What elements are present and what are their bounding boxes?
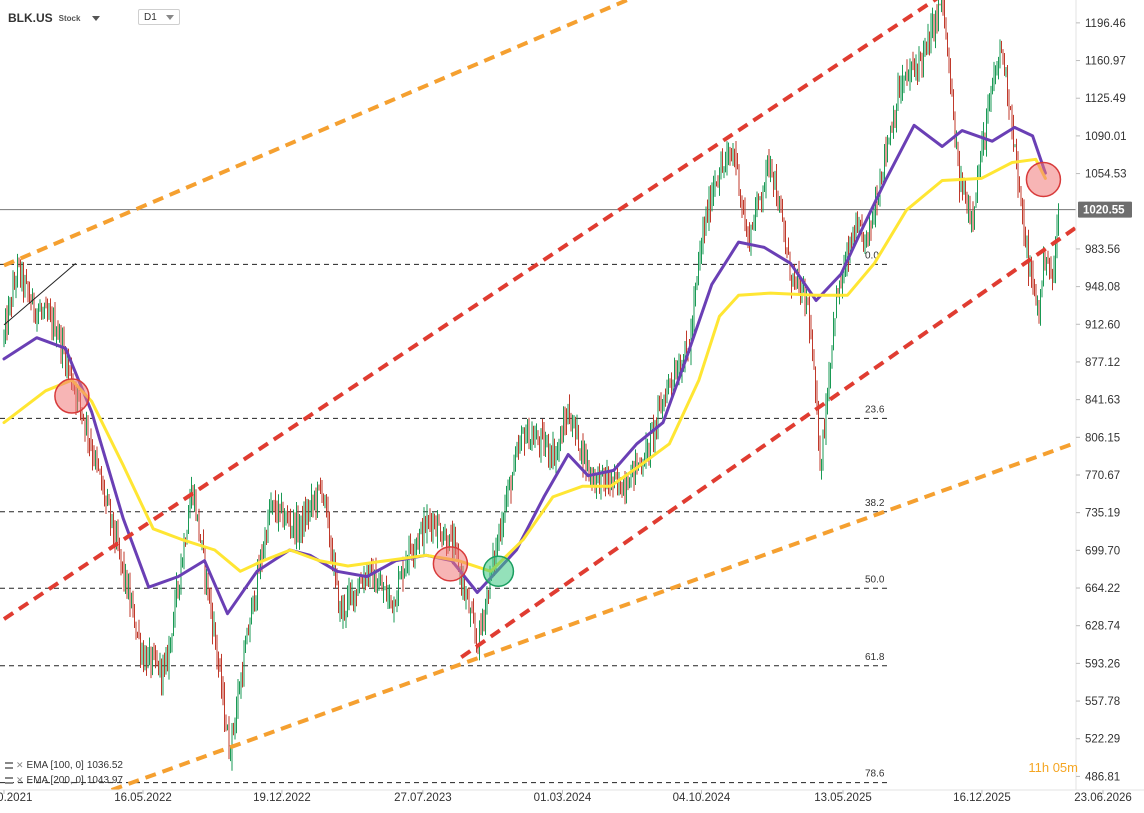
timeframe-select[interactable]: D1 xyxy=(138,9,180,25)
last-price-tag-bg xyxy=(1078,201,1132,218)
timer-minutes: 05m xyxy=(1052,760,1078,775)
fib-level-label: 78.6 xyxy=(865,769,885,780)
legend-ema-200-label: EMA [200, 0] xyxy=(26,775,84,786)
trend-channels[interactable] xyxy=(2,0,1095,790)
signal-markers xyxy=(54,161,1062,588)
symbol-dropdown-icon[interactable] xyxy=(92,15,101,21)
symbol-name: BLK.US xyxy=(8,11,53,25)
trend-line-red-upper xyxy=(2,0,939,621)
y-tick-label: 486.81 xyxy=(1085,771,1120,783)
candlestick-series xyxy=(3,0,1059,771)
timer-hours: 11h xyxy=(1028,760,1050,775)
y-tick-label: 1196.46 xyxy=(1085,18,1126,30)
chevron-down-icon xyxy=(166,14,174,20)
y-tick-label: 877.12 xyxy=(1085,357,1120,369)
y-tick-label: 770.67 xyxy=(1085,470,1120,482)
last-price-tag-label: 1020.55 xyxy=(1083,205,1125,217)
x-tick-label: 27.07.2023 xyxy=(394,792,452,804)
x-tick-label: 16.05.2022 xyxy=(114,792,172,804)
trend-line-orange-upper xyxy=(3,0,633,268)
fib-level-label: 61.8 xyxy=(865,652,885,663)
y-axis: 1196.46 1160.97 1125.49 1090.01 1054.53 983.5… xyxy=(1076,18,1127,783)
y-tick-label: 841.63 xyxy=(1085,395,1120,407)
x-tick-label: 11.10.2021 xyxy=(0,792,32,804)
timeframe-value: D1 xyxy=(144,11,157,23)
y-tick-label: 735.19 xyxy=(1085,508,1120,520)
y-tick-label: 628.74 xyxy=(1085,621,1121,633)
fib-level-label: 0.0 xyxy=(865,250,879,261)
y-tick-label: 1125.49 xyxy=(1085,93,1126,105)
fib-level-label: 23.6 xyxy=(865,404,885,415)
trend-line-orange-lower xyxy=(110,440,1076,790)
settings-icon[interactable] xyxy=(5,777,13,784)
y-tick-label: 522.29 xyxy=(1085,734,1120,746)
ema-100-line xyxy=(2,123,1047,616)
x-tick-label: 16.12.2025 xyxy=(953,792,1011,804)
trend-line-red-lower xyxy=(460,225,1076,659)
y-tick-label: 699.70 xyxy=(1085,545,1120,557)
legend-ema-200-value: 1043.97 xyxy=(86,775,123,786)
y-tick-label: 983.56 xyxy=(1085,244,1120,256)
x-tick-label: 19.12.2022 xyxy=(253,792,311,804)
fib-level-label: 50.0 xyxy=(865,574,885,585)
legend-ema-200[interactable]: ✕ EMA [200, 0] 1043.97 xyxy=(5,775,123,786)
y-tick-label: 912.60 xyxy=(1085,319,1120,331)
settings-icon[interactable] xyxy=(5,762,13,769)
x-tick-label: 13.05.2025 xyxy=(814,792,872,804)
sell-signal-marker xyxy=(1025,161,1062,198)
candle-timer: 11h 05m xyxy=(1028,760,1078,775)
y-tick-label: 593.26 xyxy=(1085,658,1120,670)
y-tick-label: 948.08 xyxy=(1085,282,1120,294)
x-tick-label: 01.03.2024 xyxy=(534,792,592,804)
y-tick-label: 664.22 xyxy=(1085,583,1120,595)
sell-signal-marker xyxy=(54,378,90,414)
y-tick-label: 1090.01 xyxy=(1085,131,1127,143)
x-axis: 11.10.2021 16.05.2022 19.12.2022 27.07.2023… xyxy=(0,790,1132,804)
y-tick-label: 1160.97 xyxy=(1085,56,1126,68)
legend-ema-100[interactable]: ✕ EMA [100, 0] 1036.52 xyxy=(5,760,123,771)
legend-ema-100-label: EMA [100, 0] xyxy=(26,760,84,771)
x-tick-label: 23.06.2026 xyxy=(1074,792,1132,804)
trend-line-thin-black xyxy=(3,262,77,326)
y-tick-label: 1054.53 xyxy=(1085,169,1127,181)
symbol-header: BLK.US Stock xyxy=(8,8,101,28)
close-icon[interactable]: ✕ xyxy=(16,760,24,770)
buy-signal-marker xyxy=(482,555,515,588)
x-tick-label: 04.10.2024 xyxy=(673,792,731,804)
close-icon[interactable]: ✕ xyxy=(16,775,24,785)
y-tick-label: 806.15 xyxy=(1085,432,1120,444)
instrument-type: Stock xyxy=(58,13,81,23)
sell-signal-marker xyxy=(432,546,469,582)
last-price-tag: 1020.55 xyxy=(1078,201,1132,218)
ema-200-line xyxy=(2,157,1047,573)
legend-ema-100-value: 1036.52 xyxy=(86,760,123,771)
fib-level-label: 38.2 xyxy=(865,498,885,509)
ema-lines xyxy=(2,123,1047,616)
y-tick-label: 557.78 xyxy=(1085,696,1120,708)
